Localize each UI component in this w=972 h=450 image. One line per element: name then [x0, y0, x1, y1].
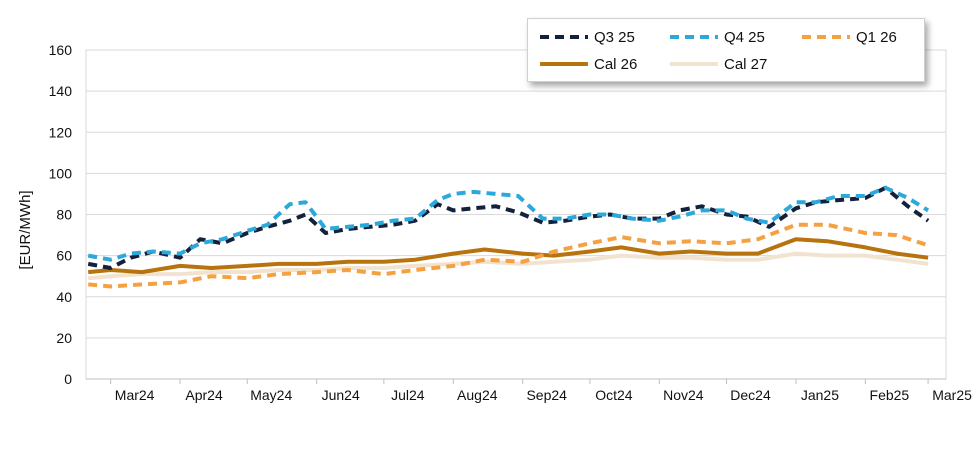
x-tick-label: Aug24 — [457, 387, 498, 403]
x-tick-label: Feb25 — [870, 387, 910, 403]
y-tick-label: 140 — [49, 83, 73, 99]
series-line-q4-25 — [87, 185, 930, 262]
legend-item-q4-25: Q4 25 — [668, 27, 765, 47]
y-axis-ticks: 0 20 40 60 80 100 120 140 160 — [49, 42, 73, 387]
legend-item-q1-26: Q1 26 — [800, 27, 897, 47]
legend-label: Q1 26 — [856, 28, 897, 46]
y-tick-label: 100 — [49, 165, 73, 181]
y-tick-label: 80 — [56, 207, 72, 223]
legend-swatch — [670, 35, 718, 39]
legend: Q3 25 Q4 25 Q1 26 Cal 26 Cal 27 — [527, 18, 925, 82]
y-tick-label: 20 — [56, 330, 72, 346]
legend-label: Cal 26 — [594, 55, 638, 73]
series-line-q3-25 — [87, 185, 930, 270]
series-line-cal-27 — [88, 251, 929, 281]
legend-swatch — [670, 62, 718, 66]
x-tick-label: Jul24 — [391, 387, 425, 403]
x-tick-label: May24 — [250, 387, 292, 403]
x-tick-label: Apr24 — [185, 387, 223, 403]
legend-item-q3-25: Q3 25 — [538, 27, 635, 47]
y-tick-label: 0 — [64, 371, 72, 387]
x-tick-label: Jan25 — [801, 387, 839, 403]
x-tick-label: Jun24 — [322, 387, 360, 403]
x-axis-ticks: Mar24 Apr24 May24 Jun24 Jul24 Aug24 Sep24 Oct24… — [110, 379, 972, 403]
grid-lines — [85, 49, 947, 380]
legend-swatch — [540, 35, 588, 39]
series-line-q1-26 — [88, 222, 929, 289]
x-tick-label: Nov24 — [663, 387, 704, 403]
legend-swatch — [802, 35, 850, 39]
series-lines — [87, 185, 930, 289]
series-line-cal-26 — [88, 237, 929, 275]
x-tick-label: Sep24 — [526, 387, 567, 403]
x-tick-label: Oct24 — [595, 387, 633, 403]
legend-label: Q4 25 — [724, 28, 765, 46]
y-tick-label: 60 — [56, 248, 72, 264]
legend-label: Q3 25 — [594, 28, 635, 46]
x-tick-label: Mar25 — [932, 387, 972, 403]
legend-swatch — [540, 62, 588, 66]
x-tick-label: Mar24 — [115, 387, 155, 403]
x-tick-label: Dec24 — [730, 387, 771, 403]
legend-label: Cal 27 — [724, 55, 768, 73]
y-tick-label: 120 — [49, 124, 73, 140]
legend-item-cal-26: Cal 26 — [538, 54, 637, 74]
y-tick-label: 160 — [49, 42, 73, 58]
y-axis-label: [EUR/MWh] — [17, 190, 34, 269]
legend-item-cal-27: Cal 27 — [668, 54, 767, 74]
y-tick-label: 40 — [56, 289, 72, 305]
